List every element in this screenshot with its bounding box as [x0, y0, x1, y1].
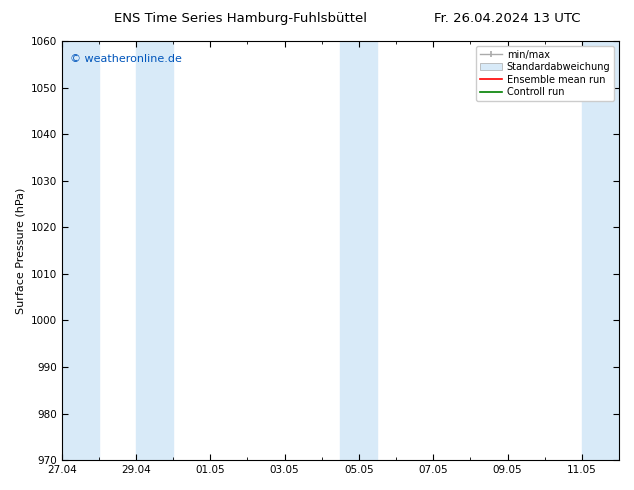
Bar [136, 41, 173, 460]
Y-axis label: Surface Pressure (hPa): Surface Pressure (hPa) [15, 187, 25, 314]
Bar [582, 41, 623, 460]
Bar [58, 41, 99, 460]
Text: Fr. 26.04.2024 13 UTC: Fr. 26.04.2024 13 UTC [434, 12, 581, 25]
Text: © weatheronline.de: © weatheronline.de [70, 53, 182, 64]
Bar [340, 41, 377, 460]
Text: ENS Time Series Hamburg-Fuhlsbüttel: ENS Time Series Hamburg-Fuhlsbüttel [114, 12, 368, 25]
Legend: min/max, Standardabweichung, Ensemble mean run, Controll run: min/max, Standardabweichung, Ensemble me… [477, 46, 614, 101]
